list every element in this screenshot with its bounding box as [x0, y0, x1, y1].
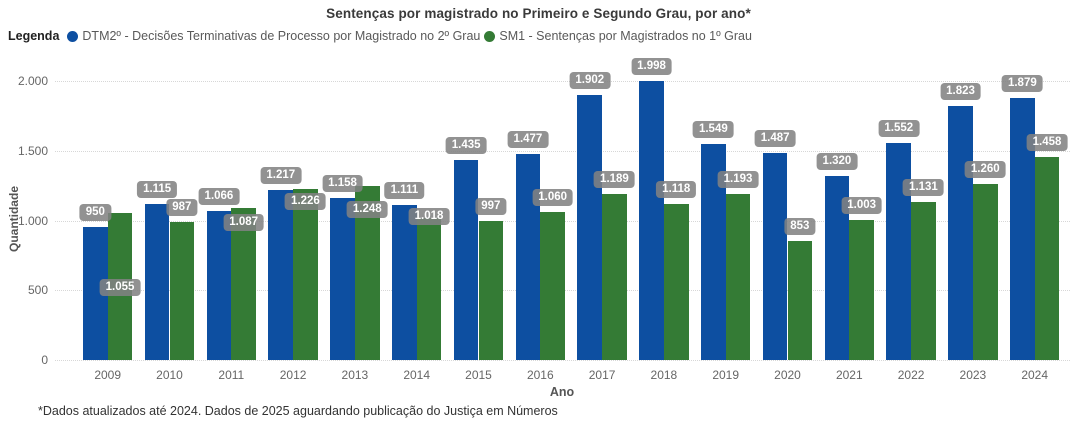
data-label-dtm2-2010: 1.115: [137, 181, 178, 199]
gridline-0: [55, 360, 1070, 361]
bar-sm1-2015[interactable]: [478, 220, 504, 360]
data-label-sm1-2010: 987: [166, 199, 198, 217]
data-label-sm1-2023: 1.260: [964, 161, 1006, 179]
y-tick-label: 0: [41, 353, 48, 367]
data-label-dtm2-2024: 1.879: [1001, 74, 1043, 92]
x-tick-label-2021: 2021: [835, 368, 863, 382]
x-tick-label-2010: 2010: [156, 368, 183, 382]
bar-sm1-2023[interactable]: [972, 184, 998, 360]
data-label-sm1-2019: 1.193: [717, 170, 759, 188]
bar-sm1-2014[interactable]: [416, 217, 442, 360]
x-tick-label-2023: 2023: [959, 368, 987, 382]
legend-label: Legenda: [8, 29, 60, 43]
bar-sm1-2016[interactable]: [540, 212, 565, 360]
data-label-dtm2-2012: 1.217: [260, 167, 302, 185]
x-tick-label-2016: 2016: [526, 368, 554, 382]
data-label-sm1-2022: 1.131: [903, 179, 944, 197]
bar-sm1-2020[interactable]: [787, 241, 813, 360]
data-label-dtm2-2016: 1.477: [507, 130, 549, 148]
bar-sm1-2022[interactable]: [911, 202, 936, 360]
x-tick-label-2013: 2013: [341, 368, 369, 382]
bar-sm1-2024[interactable]: [1034, 156, 1060, 360]
gridline-1.500: [55, 150, 1070, 152]
bar-sm1-2012[interactable]: [293, 188, 318, 360]
data-label-dtm2-2009: 950: [79, 204, 111, 222]
data-label-sm1-2013: 1.248: [346, 201, 388, 219]
data-label-dtm2-2013: 1.158: [322, 175, 363, 193]
x-tick-label-2015: 2015: [465, 368, 492, 382]
bar-dtm2-2010[interactable]: [144, 204, 170, 360]
x-tick-label-2011: 2011: [218, 368, 245, 382]
data-label-sm1-2012: 1.226: [285, 193, 326, 211]
data-label-sm1-2014: 1.018: [408, 208, 450, 225]
x-tick-label-2019: 2019: [712, 368, 740, 382]
x-tick-label-2018: 2018: [650, 368, 678, 382]
legend-item-dtm2[interactable]: DTM2º - Decisões Terminativas de Process…: [67, 29, 480, 43]
x-tick-label-2024: 2024: [1021, 368, 1049, 382]
bar-dtm2-2012[interactable]: [268, 190, 294, 360]
x-tick-label-2022: 2022: [897, 368, 925, 382]
bar-sm1-2018[interactable]: [663, 204, 689, 360]
data-label-sm1-2020: 853: [784, 218, 816, 235]
x-tick-label-2020: 2020: [774, 368, 801, 382]
bar-dtm2-2013[interactable]: [330, 198, 355, 360]
bar-sm1-2011[interactable]: [231, 208, 256, 360]
data-label-dtm2-2015: 1.435: [445, 136, 487, 154]
bar-dtm2-2017[interactable]: [577, 94, 603, 360]
legend-item-label: SM1 - Sentenças por Magistrados no 1º Gr…: [499, 29, 752, 43]
y-tick-label: 500: [27, 283, 48, 298]
data-label-dtm2-2021: 1.320: [816, 152, 858, 170]
y-tick-label: 1.500: [17, 143, 48, 158]
y-tick-label: 1.000: [17, 213, 48, 228]
data-label-dtm2-2014: 1.111: [384, 182, 425, 199]
data-label-sm1-2011: 1.087: [223, 214, 265, 232]
data-label-sm1-2016: 1.060: [532, 189, 574, 207]
x-tick-label-2009: 2009: [94, 368, 122, 382]
chart-legend: Legenda DTM2º - Decisões Terminativas de…: [8, 29, 756, 43]
data-label-dtm2-2020: 1.487: [754, 129, 796, 147]
bar-dtm2-2018[interactable]: [639, 81, 664, 360]
gridline-2.000: [55, 81, 1070, 82]
legend-dot-green-icon: [484, 30, 496, 42]
data-label-dtm2-2018: 1.998: [631, 58, 672, 76]
x-tick-label-2012: 2012: [279, 368, 307, 382]
bar-sm1-2019[interactable]: [725, 193, 751, 360]
bar-dtm2-2011[interactable]: [206, 211, 232, 360]
x-tick-label-2017: 2017: [588, 368, 616, 382]
bar-sm1-2010[interactable]: [169, 222, 195, 360]
bar-dtm2-2016[interactable]: [515, 153, 541, 360]
bar-sm1-2017[interactable]: [602, 194, 627, 360]
bar-dtm2-2022[interactable]: [886, 143, 912, 360]
data-label-sm1-2009: 1.055: [99, 279, 141, 296]
footer-note: *Dados atualizados até 2024. Dados de 20…: [38, 404, 558, 418]
legend-dot-blue-icon: [67, 30, 79, 42]
bar-dtm2-2023[interactable]: [948, 105, 973, 360]
legend-item-sm1[interactable]: SM1 - Sentenças por Magistrados no 1º Gr…: [484, 29, 752, 43]
data-label-dtm2-2022: 1.552: [878, 120, 920, 138]
data-label-dtm2-2017: 1.902: [569, 71, 611, 89]
chart-title: Sentenças por magistrado no Primeiro e S…: [326, 6, 751, 21]
bar-dtm2-2015[interactable]: [453, 159, 479, 360]
bar-sm1-2021[interactable]: [849, 220, 874, 360]
data-label-sm1-2024: 1.458: [1026, 133, 1068, 151]
legend-item-label: DTM2º - Decisões Terminativas de Process…: [82, 29, 481, 43]
bar-dtm2-2020[interactable]: [762, 152, 788, 360]
x-axis-title: Ano: [549, 385, 575, 399]
data-label-dtm2-2019: 1.549: [692, 120, 734, 138]
x-tick-label-2014: 2014: [403, 368, 431, 382]
data-label-sm1-2017: 1.189: [594, 171, 635, 189]
data-label-sm1-2021: 1.003: [841, 197, 883, 215]
data-label-dtm2-2023: 1.823: [940, 82, 981, 100]
bar-dtm2-2014[interactable]: [392, 205, 417, 360]
data-label-sm1-2018: 1.118: [656, 181, 697, 199]
data-label-sm1-2015: 997: [475, 197, 507, 215]
y-tick-label: 2.000: [17, 74, 48, 88]
data-label-dtm2-2011: 1.066: [198, 188, 240, 206]
